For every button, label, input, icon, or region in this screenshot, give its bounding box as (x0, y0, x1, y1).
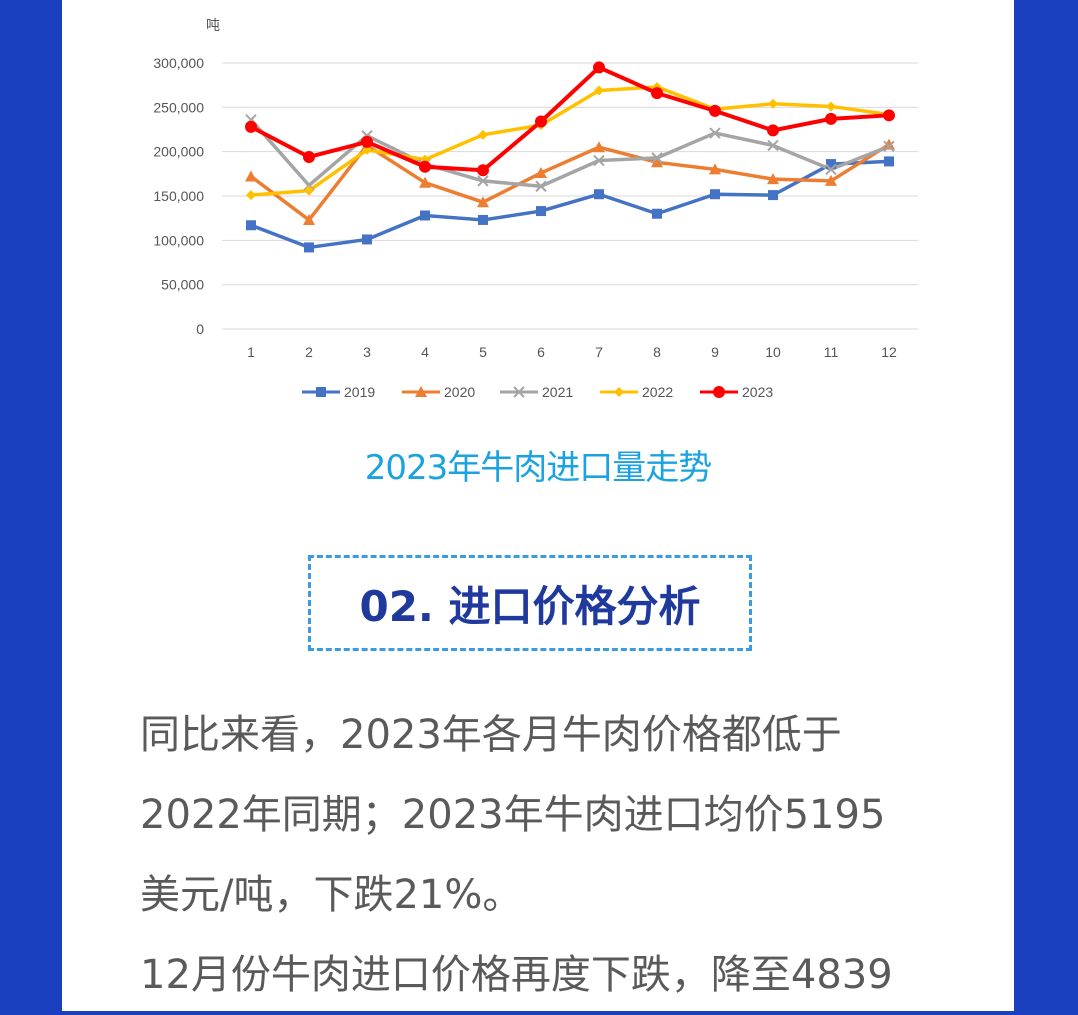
section-heading-box: 02. 进口价格分析 (308, 555, 752, 651)
data-point-2023 (767, 124, 779, 137)
data-point-2020 (419, 176, 431, 188)
body-text: 同比来看，2023年各月牛肉价格都低于 2022年同期；2023年牛肉进口均价5… (140, 695, 960, 1015)
data-point-2022 (826, 101, 836, 112)
data-point-2021 (767, 139, 779, 152)
data-point-2020 (535, 166, 547, 178)
data-point-2019 (246, 220, 256, 231)
data-point-2021 (709, 127, 721, 139)
data-point-2023 (361, 135, 373, 148)
legend-label: 2022 (642, 384, 673, 400)
data-point-2019 (478, 214, 488, 225)
import-volume-chart: 吨 0 50,000 100,000 150,000 200,000 250,000 300,… (62, 0, 1014, 420)
data-point-2020 (883, 138, 895, 150)
data-point-2019 (768, 190, 778, 201)
legend-label: 2019 (344, 384, 375, 400)
data-point-2019 (536, 206, 546, 217)
data-point-2020 (825, 174, 837, 186)
data-point-2023 (535, 115, 547, 128)
data-point-2022 (246, 190, 256, 201)
data-point-2020 (477, 196, 489, 208)
data-point-2021 (535, 180, 547, 192)
data-point-2023 (477, 164, 489, 177)
x-tick-label: 1 (247, 344, 255, 360)
series-line-2019 (250, 159, 890, 250)
data-point-2022 (594, 85, 604, 96)
data-point-2023 (245, 120, 257, 133)
data-point-2020 (767, 173, 779, 185)
legend-marker (316, 387, 326, 397)
series-line-2021 (249, 118, 890, 188)
y-tick-label: 100,000 (153, 232, 204, 248)
legend-marker (713, 386, 725, 398)
data-point-2023 (825, 112, 837, 125)
data-point-2021 (825, 163, 837, 176)
legend-label: 2020 (444, 384, 475, 400)
data-point-2019 (826, 159, 836, 170)
data-point-2022 (768, 98, 778, 109)
paragraph-line: 12月份牛肉进口价格再度下跌，降至4839 (140, 952, 893, 998)
series-line-2020 (249, 143, 890, 222)
data-point-2021 (883, 140, 895, 153)
x-tick-label: 5 (479, 344, 487, 360)
series-line-2022 (250, 85, 890, 197)
data-point-2020 (709, 163, 721, 175)
section-title: 02. 进口价格分析 (359, 581, 701, 631)
data-point-2023 (419, 160, 431, 173)
line-chart-svg: 吨 0 50,000 100,000 150,000 200,000 250,000 300,… (153, 17, 918, 400)
x-tick-label: 9 (711, 344, 719, 360)
paragraph-line: 2022年同期；2023年牛肉进口均价5195 (140, 792, 886, 838)
y-tick-label: 250,000 (153, 99, 204, 115)
data-point-2019 (710, 189, 720, 200)
data-point-2019 (884, 156, 894, 167)
x-tick-label: 4 (421, 344, 429, 360)
data-point-2023 (593, 61, 605, 74)
data-point-2023 (883, 109, 895, 122)
legend-label: 2021 (542, 384, 573, 400)
data-point-2019 (652, 208, 662, 219)
x-tick-label: 10 (765, 344, 781, 360)
data-point-2023 (709, 104, 721, 117)
legend-marker (415, 386, 427, 397)
y-tick-label: 50,000 (161, 277, 204, 293)
chart-caption: 2023年牛肉进口量走势 (364, 448, 713, 488)
data-point-2023 (651, 87, 663, 100)
legend-marker (614, 387, 624, 397)
paragraph-line: 美元/吨，下跌21%。 (140, 872, 523, 918)
x-tick-label: 8 (653, 344, 661, 360)
x-tick-label: 6 (537, 344, 545, 360)
content-panel: 吨 0 50,000 100,000 150,000 200,000 250,000 300,… (62, 0, 1014, 1011)
x-tick-label: 7 (595, 344, 603, 360)
x-tick-label: 3 (363, 344, 371, 360)
data-point-2021 (593, 154, 605, 167)
data-point-2022 (478, 129, 488, 140)
y-tick-label: 0 (196, 321, 204, 337)
series-line-2023 (250, 65, 890, 173)
data-point-2023 (303, 150, 315, 163)
paragraph-line: 同比来看，2023年各月牛肉价格都低于 (140, 712, 842, 758)
data-point-2020 (245, 170, 257, 182)
data-point-2020 (593, 141, 605, 153)
y-tick-label: 300,000 (153, 55, 204, 71)
data-point-2019 (420, 210, 430, 221)
x-tick-label: 11 (824, 344, 839, 360)
y-tick-label: 150,000 (153, 188, 204, 204)
data-point-2022 (304, 185, 314, 196)
data-point-2019 (362, 234, 372, 245)
legend-label: 2023 (742, 384, 773, 400)
data-point-2021 (651, 152, 663, 164)
data-point-2021 (477, 175, 489, 187)
data-point-2019 (304, 242, 314, 253)
y-axis-unit-label: 吨 (206, 17, 220, 33)
data-point-2019 (594, 189, 604, 200)
y-tick-label: 200,000 (153, 144, 204, 160)
data-point-2020 (303, 213, 315, 225)
x-tick-label: 12 (881, 344, 897, 360)
x-tick-label: 2 (305, 344, 313, 360)
data-point-2021 (303, 179, 315, 192)
legend-marker (513, 386, 525, 398)
data-point-2022 (362, 144, 372, 155)
data-point-2020 (651, 156, 663, 168)
